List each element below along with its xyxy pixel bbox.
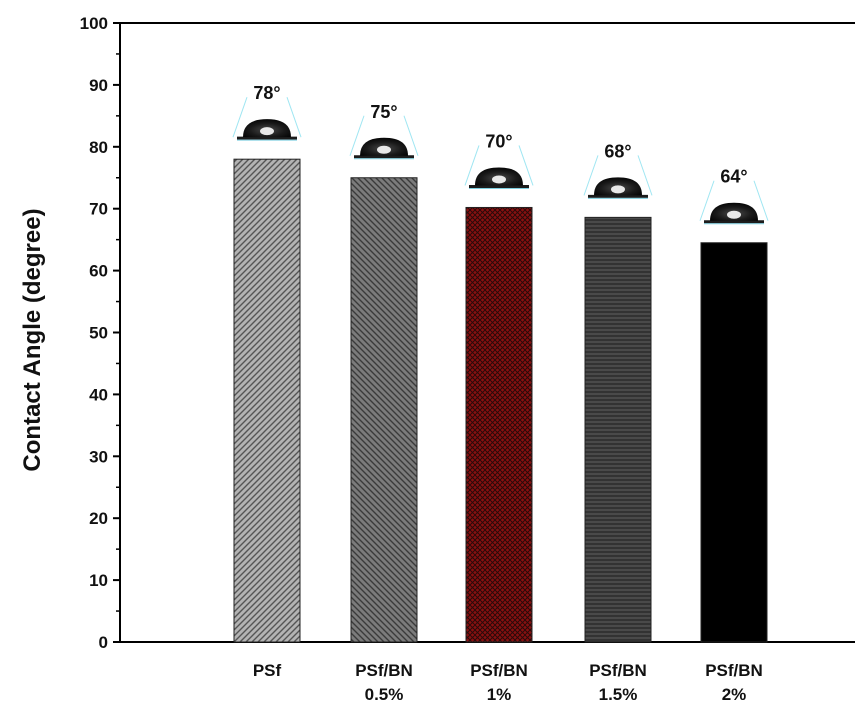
data-label-0: 78° [253, 83, 280, 103]
y-axis-ticks: 0 10 20 30 40 50 60 70 80 90 100 [80, 14, 120, 652]
droplet-image-2 [464, 145, 534, 189]
y-tick-label-40: 40 [89, 385, 108, 404]
x-axis-tick-labels: PSf PSf/BN 0.5% PSf/BN 1% PSf/BN 1.5% PSf/BN 2% [253, 661, 763, 704]
data-label-1: 75° [370, 102, 397, 122]
category-label-0: PSf [253, 661, 282, 680]
y-tick-label-0: 0 [99, 633, 108, 652]
bar-0 [233, 158, 301, 643]
tangent-line-left [464, 145, 480, 186]
category-sublabel-3: 1.5% [599, 685, 638, 704]
tangent-line-right [403, 115, 419, 156]
tangent-line-right [518, 145, 534, 186]
y-tick-label-100: 100 [80, 14, 108, 33]
y-axis-title: Contact Angle (degree) [19, 208, 46, 471]
data-labels: 78° 75° 70° 68° 64° [253, 83, 747, 187]
y-tick-label-90: 90 [89, 76, 108, 95]
y-tick-label-70: 70 [89, 200, 108, 219]
y-tick-label-20: 20 [89, 509, 108, 528]
data-label-2: 70° [485, 131, 512, 151]
tangent-line-right [637, 155, 653, 196]
bar-4 [700, 242, 768, 643]
data-label-3: 68° [604, 141, 631, 161]
droplet-reflection [727, 210, 741, 219]
droplet-image-1 [349, 115, 419, 160]
y-tick-label-30: 30 [89, 447, 108, 466]
droplet-image-4 [699, 180, 769, 225]
bar-2 [465, 206, 533, 643]
category-sublabel-4: 2% [722, 685, 747, 704]
droplet-images [232, 97, 769, 225]
category-sublabel-1: 0.5% [365, 685, 404, 704]
category-label-1: PSf/BN [355, 661, 413, 680]
category-label-4: PSf/BN [705, 661, 763, 680]
category-label-3: PSf/BN [589, 661, 647, 680]
tangent-line-right [286, 97, 302, 138]
tangent-line-left [349, 115, 365, 156]
droplet-reflection [377, 145, 391, 154]
tangent-line-left [583, 155, 599, 196]
tangent-line-right [753, 180, 769, 221]
tangent-line-left [232, 97, 248, 138]
data-label-4: 64° [720, 167, 747, 187]
bar-1 [350, 177, 418, 643]
droplet-image-0 [232, 97, 302, 141]
bar-3 [584, 216, 652, 643]
droplet-reflection [611, 185, 625, 194]
category-sublabel-2: 1% [487, 685, 512, 704]
droplet-reflection [492, 175, 506, 184]
bar-series [233, 158, 768, 643]
y-tick-label-60: 60 [89, 262, 108, 281]
y-tick-label-10: 10 [89, 571, 108, 590]
y-tick-label-80: 80 [89, 138, 108, 157]
y-tick-label-50: 50 [89, 324, 108, 343]
category-label-2: PSf/BN [470, 661, 528, 680]
tangent-line-left [699, 180, 715, 221]
droplet-reflection [260, 127, 274, 136]
droplet-image-3 [583, 155, 653, 199]
